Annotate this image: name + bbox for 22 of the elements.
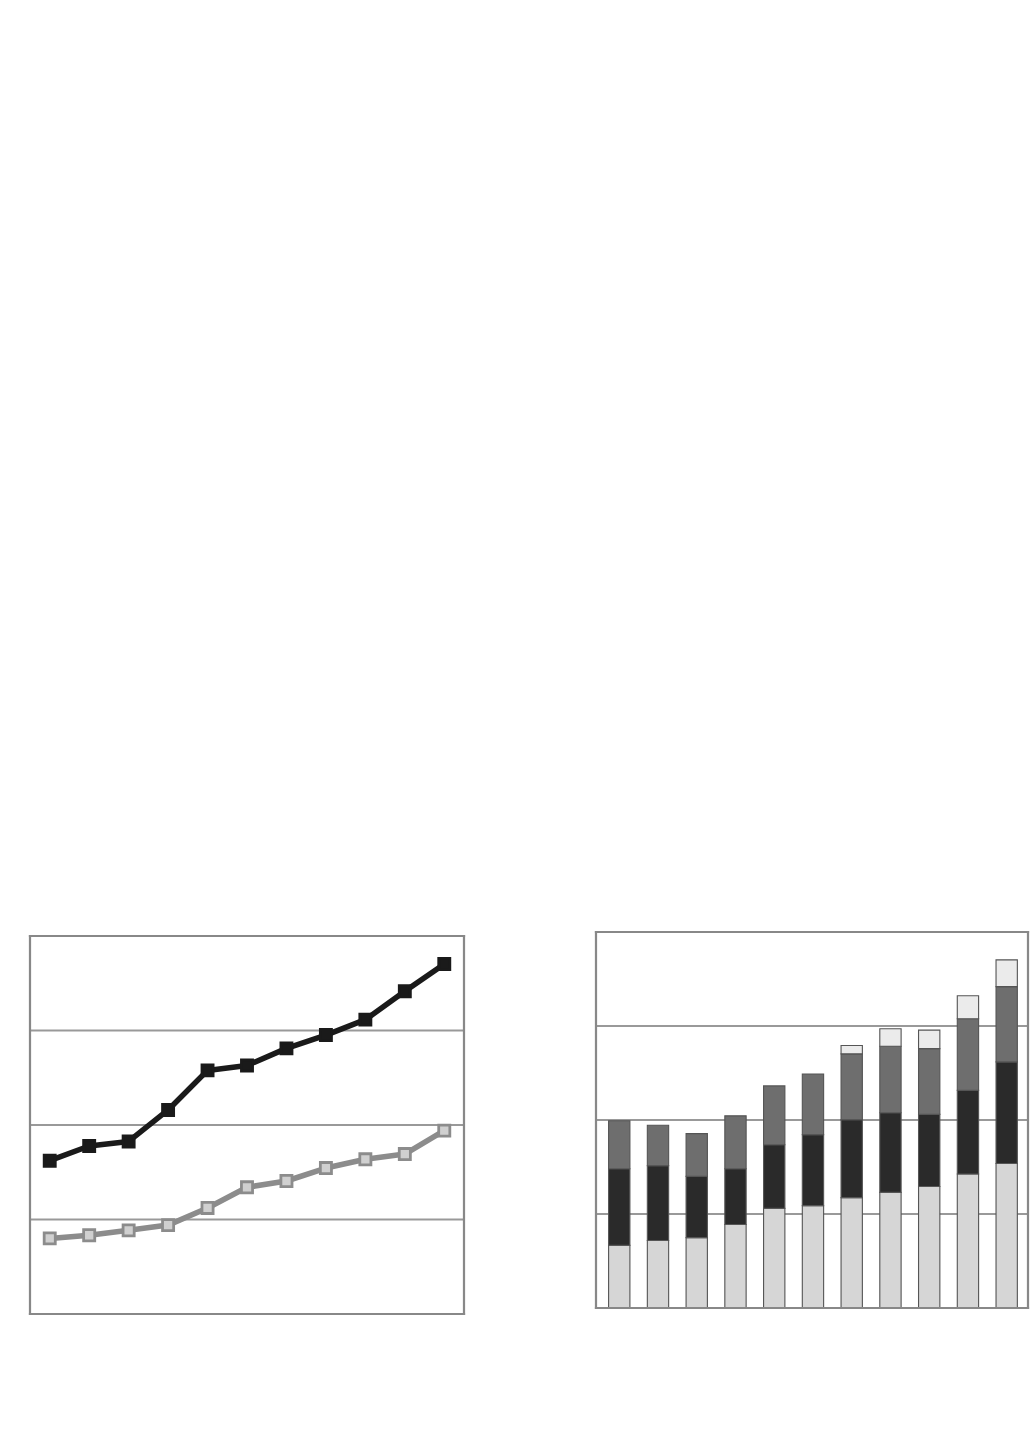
point: [200, 1201, 215, 1215]
point: [279, 1174, 294, 1188]
point: [200, 1063, 215, 1078]
point: [240, 1058, 254, 1073]
point: [437, 957, 452, 971]
point: [318, 1028, 333, 1042]
point: [42, 1153, 57, 1168]
point: [121, 1223, 136, 1238]
point: [437, 1123, 452, 1138]
point: [279, 1041, 294, 1056]
point: [358, 1012, 373, 1027]
point: [318, 1161, 333, 1175]
point: [161, 1103, 176, 1117]
point: [42, 1231, 57, 1246]
point: [161, 1218, 176, 1233]
point: [82, 1228, 97, 1243]
point: [397, 984, 412, 999]
point: [397, 1147, 412, 1161]
point: [358, 1152, 373, 1167]
point: [240, 1180, 254, 1195]
point: [82, 1139, 97, 1153]
point: [121, 1134, 136, 1149]
